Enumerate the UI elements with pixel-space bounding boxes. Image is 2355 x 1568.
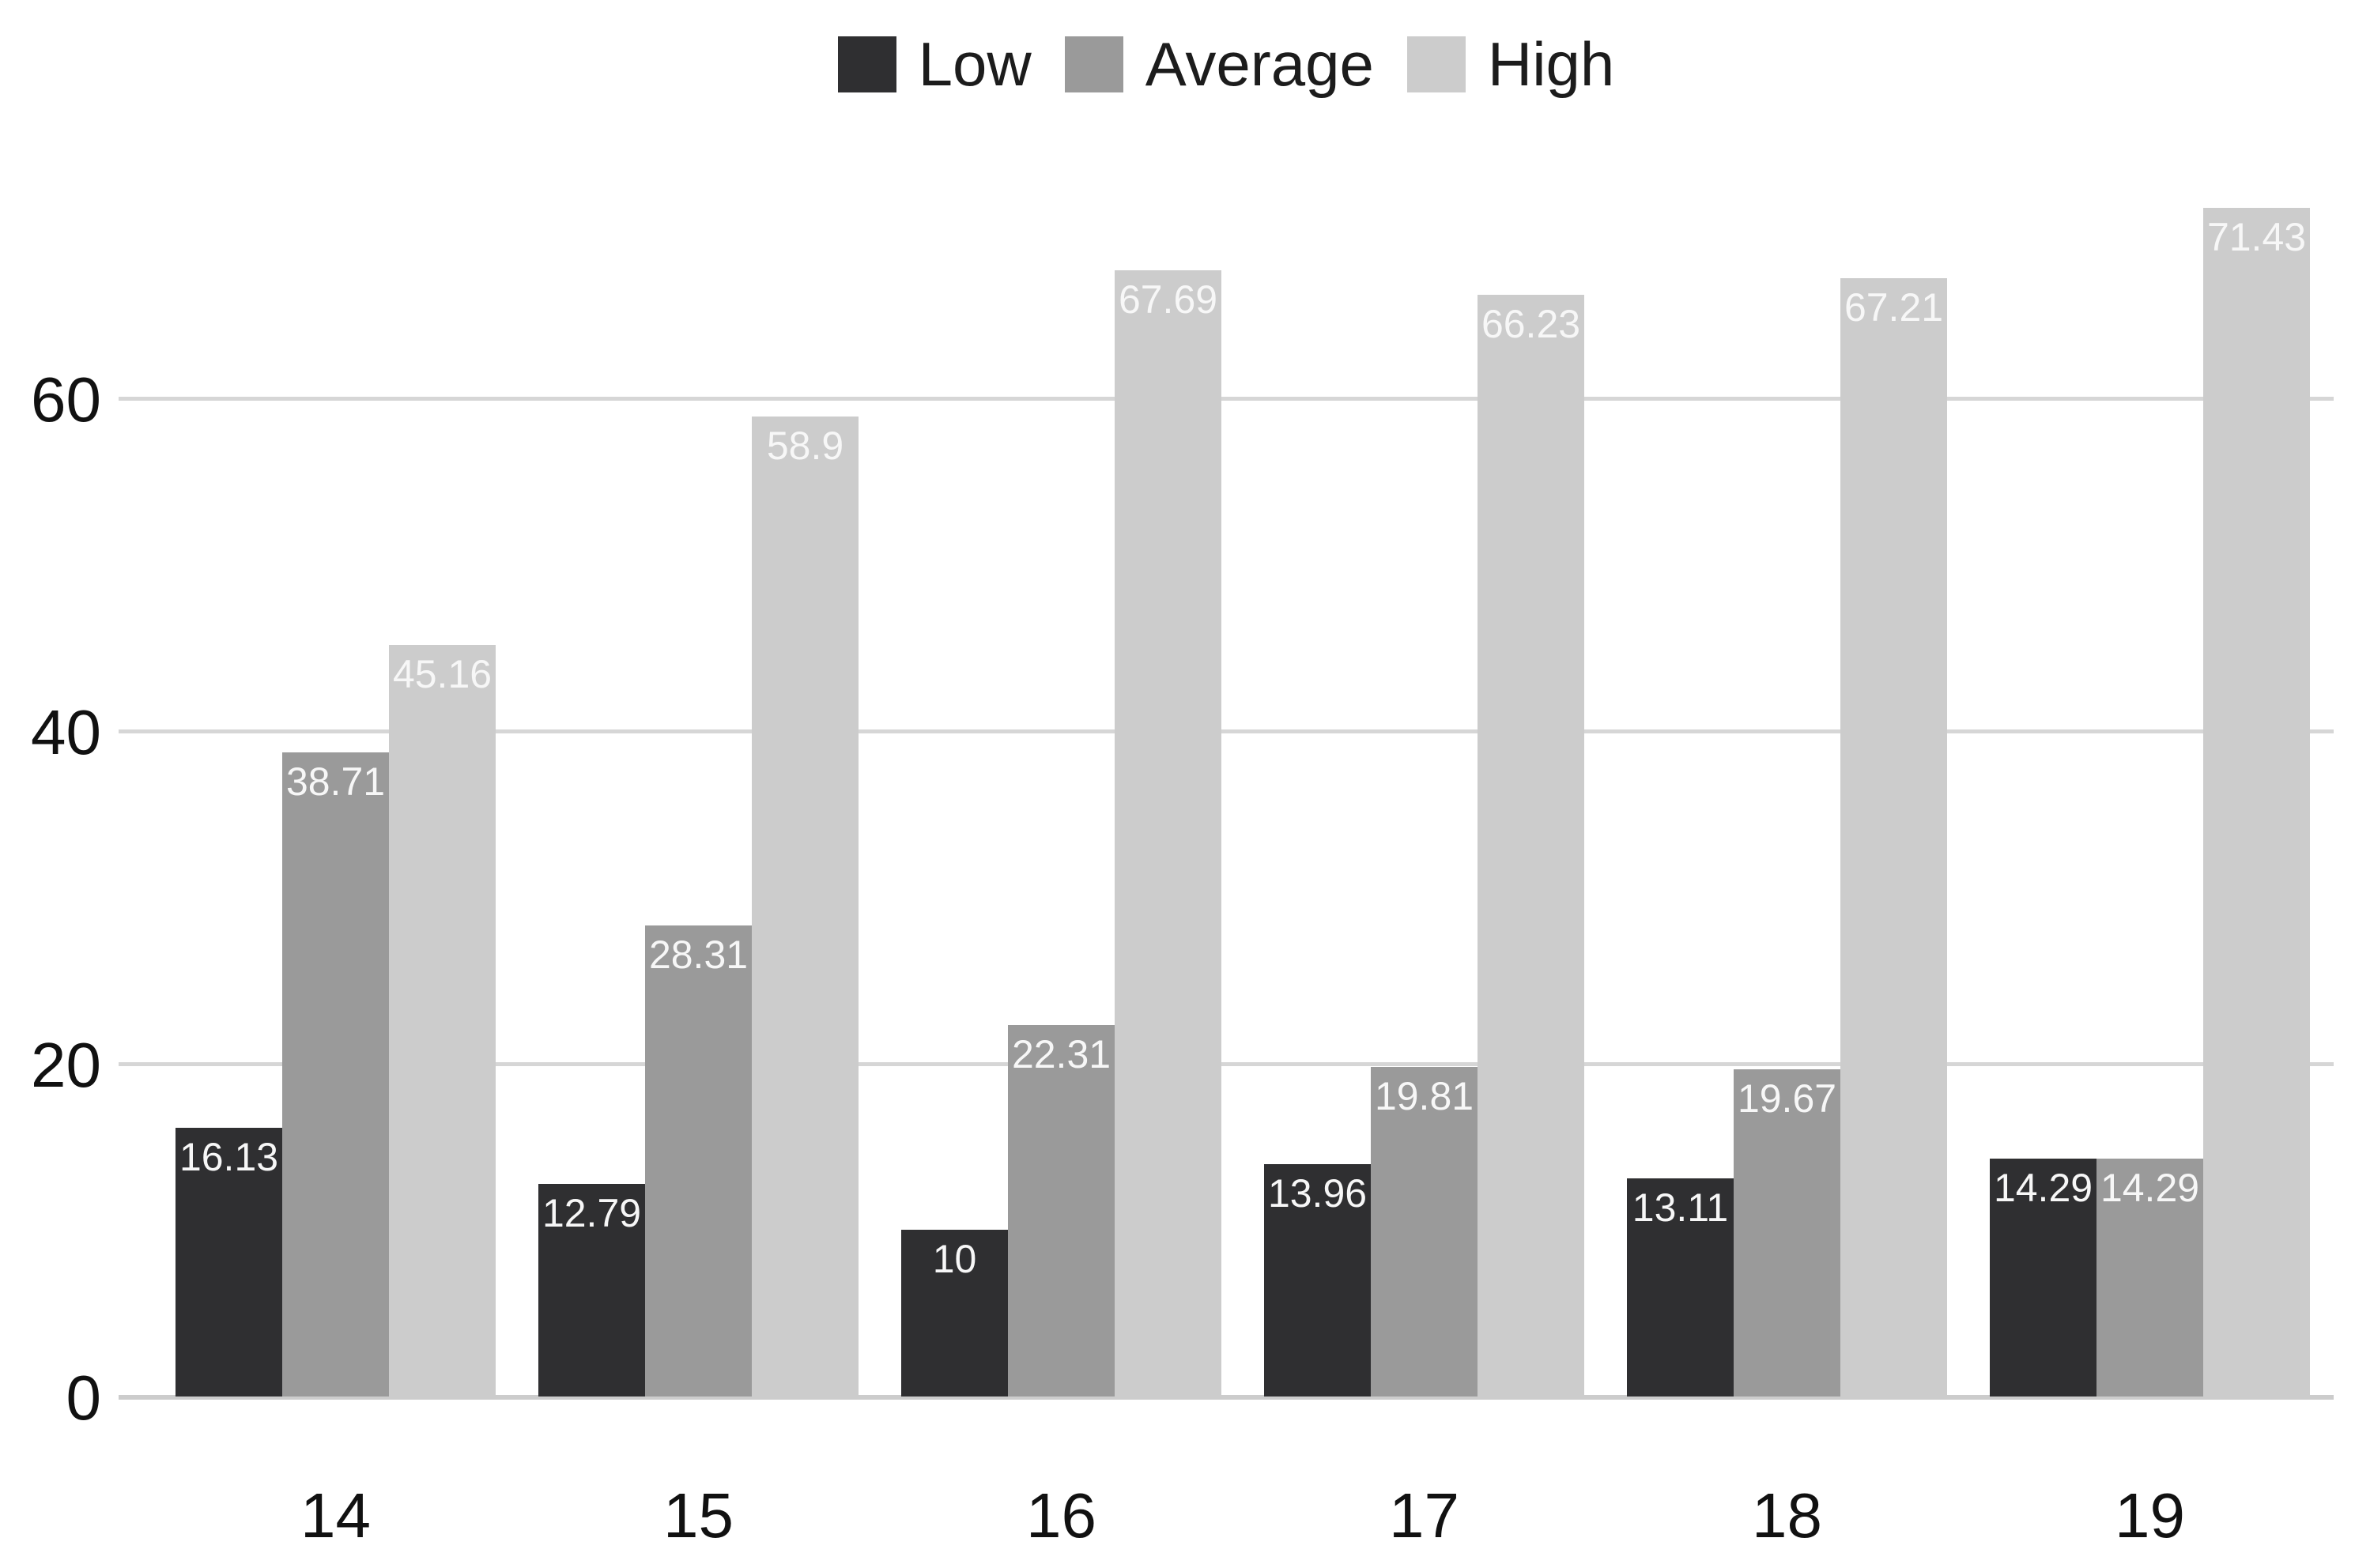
bar-value-label: 14.29 — [1993, 1166, 2093, 1210]
legend-label: Low — [918, 29, 1032, 99]
gridline-y-40 — [119, 729, 2334, 733]
legend-item-average[interactable]: Average — [1064, 29, 1374, 99]
y-axis-tick-label-20: 20 — [31, 1030, 101, 1100]
legend-item-low[interactable]: Low — [837, 29, 1032, 99]
bar-value-label: 16.13 — [179, 1135, 279, 1179]
gridline-y-20 — [119, 1062, 2334, 1066]
bar-average-15[interactable]: 28.31 — [645, 925, 752, 1396]
bar-value-label: 19.81 — [1374, 1074, 1474, 1118]
bar-value-label: 22.31 — [1011, 1032, 1111, 1076]
bar-high-19[interactable]: 71.43 — [2203, 208, 2310, 1396]
x-axis-category-label-17: 17 — [1389, 1480, 1459, 1551]
bar-value-label: 67.69 — [1118, 277, 1218, 322]
bar-high-18[interactable]: 67.21 — [1840, 278, 1947, 1396]
bar-average-19[interactable]: 14.29 — [2096, 1159, 2203, 1396]
x-axis-category-label-19: 19 — [2115, 1480, 2185, 1551]
bar-value-label: 13.96 — [1267, 1171, 1368, 1216]
bar-low-16[interactable]: 10 — [901, 1230, 1008, 1396]
bar-value-label: 19.67 — [1737, 1076, 1837, 1121]
y-axis-tick-label-60: 60 — [31, 364, 101, 435]
bar-low-15[interactable]: 12.79 — [538, 1184, 645, 1396]
legend-label: Average — [1145, 29, 1374, 99]
legend-swatch-icon — [1064, 36, 1123, 92]
chart-legend: Low Average High — [119, 28, 2334, 100]
bar-high-14[interactable]: 45.16 — [389, 645, 496, 1396]
bar-value-label: 12.79 — [542, 1191, 642, 1235]
bar-value-label: 67.21 — [1844, 285, 1944, 330]
bar-value-label: 71.43 — [2206, 215, 2307, 259]
bar-value-label: 13.11 — [1632, 1185, 1729, 1230]
bar-low-18[interactable]: 13.11 — [1627, 1178, 1734, 1396]
bar-high-17[interactable]: 66.23 — [1478, 295, 1584, 1396]
bar-low-17[interactable]: 13.96 — [1264, 1164, 1371, 1396]
x-axis-category-label-16: 16 — [1026, 1480, 1096, 1551]
x-axis-baseline — [119, 1395, 2334, 1400]
legend-swatch-icon — [837, 36, 896, 92]
legend-swatch-icon — [1406, 36, 1466, 92]
x-axis-category-label-14: 14 — [300, 1480, 371, 1551]
bar-value-label: 28.31 — [648, 933, 749, 977]
bar-value-label: 45.16 — [392, 652, 493, 696]
legend-item-high[interactable]: High — [1406, 29, 1615, 99]
y-axis-tick-label-40: 40 — [31, 697, 101, 767]
x-axis-category-label-18: 18 — [1752, 1480, 1822, 1551]
bar-value-label: 58.9 — [766, 424, 844, 468]
bar-low-14[interactable]: 16.13 — [175, 1128, 282, 1396]
bar-average-14[interactable]: 38.71 — [282, 752, 389, 1396]
bar-average-16[interactable]: 22.31 — [1008, 1025, 1115, 1396]
legend-label: High — [1487, 29, 1615, 99]
bar-average-18[interactable]: 19.67 — [1734, 1069, 1840, 1396]
bar-high-16[interactable]: 67.69 — [1115, 270, 1221, 1396]
bar-high-15[interactable]: 58.9 — [752, 416, 859, 1396]
bar-value-label: 14.29 — [2100, 1166, 2200, 1210]
y-axis-tick-label-0: 0 — [66, 1363, 102, 1433]
bar-value-label: 66.23 — [1481, 302, 1581, 346]
gridline-y-60 — [119, 397, 2334, 401]
bar-low-19[interactable]: 14.29 — [1990, 1159, 2096, 1396]
x-axis-category-label-15: 15 — [663, 1480, 734, 1551]
bar-value-label: 10 — [932, 1237, 977, 1281]
bar-average-17[interactable]: 19.81 — [1371, 1067, 1478, 1396]
bar-value-label: 38.71 — [285, 760, 386, 804]
